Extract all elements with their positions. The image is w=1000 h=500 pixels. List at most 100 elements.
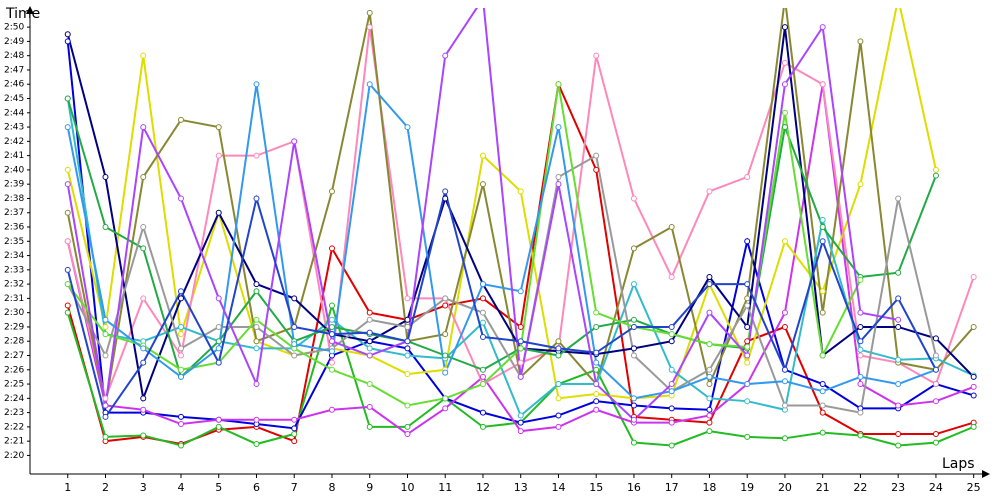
point <box>140 395 147 402</box>
point <box>215 338 222 345</box>
point <box>895 381 902 388</box>
point <box>404 323 411 330</box>
point <box>140 224 147 231</box>
point <box>64 209 71 216</box>
point <box>291 438 298 445</box>
point <box>253 338 260 345</box>
x-tick-label: 23 <box>891 481 905 494</box>
x-tick-label: 4 <box>177 481 184 494</box>
point <box>140 52 147 59</box>
point <box>404 295 411 302</box>
point <box>479 373 486 380</box>
point <box>253 288 260 295</box>
point <box>64 31 71 38</box>
point <box>102 331 109 338</box>
point <box>593 323 600 330</box>
point <box>177 366 184 373</box>
point <box>64 302 71 309</box>
point <box>366 316 373 323</box>
y-tick-label: 2:44 <box>4 108 24 118</box>
point <box>895 195 902 202</box>
point <box>215 209 222 216</box>
y-tick-label: 2:38 <box>4 194 24 204</box>
point <box>177 352 184 359</box>
y-tick-label: 2:23 <box>4 408 24 418</box>
point <box>555 181 562 188</box>
point <box>366 81 373 88</box>
y-tick-label: 2:29 <box>4 322 24 332</box>
point <box>857 338 864 345</box>
point <box>253 281 260 288</box>
point <box>668 388 675 395</box>
point <box>668 405 675 412</box>
point <box>857 38 864 45</box>
point <box>706 273 713 280</box>
point <box>404 402 411 409</box>
x-tick-label: 2 <box>102 481 109 494</box>
point <box>630 323 637 330</box>
point <box>630 352 637 359</box>
point <box>328 331 335 338</box>
point <box>177 323 184 330</box>
point <box>630 345 637 352</box>
point <box>177 345 184 352</box>
point <box>404 345 411 352</box>
point <box>177 116 184 123</box>
point <box>744 295 751 302</box>
point <box>480 0 485 1</box>
point <box>253 381 260 388</box>
x-tick-label: 10 <box>400 481 414 494</box>
point <box>366 338 373 345</box>
point <box>404 338 411 345</box>
y-tick-label: 2:34 <box>4 251 24 261</box>
y-tick-label: 2:25 <box>4 380 24 390</box>
point <box>442 369 449 376</box>
point <box>555 338 562 345</box>
point <box>215 423 222 430</box>
point <box>102 413 109 420</box>
point <box>706 395 713 402</box>
point <box>744 281 751 288</box>
point <box>593 152 600 159</box>
y-tick-label: 2:48 <box>4 51 24 61</box>
point <box>781 24 788 31</box>
point <box>781 435 788 442</box>
point <box>706 419 713 426</box>
y-tick-label: 2:37 <box>4 208 24 218</box>
point <box>404 423 411 430</box>
point <box>970 392 977 399</box>
point <box>555 423 562 430</box>
point <box>819 402 826 409</box>
point <box>366 329 373 336</box>
y-tick-label: 2:49 <box>4 37 24 47</box>
point <box>215 295 222 302</box>
y-tick-label: 2:45 <box>4 94 24 104</box>
point <box>744 238 751 245</box>
point <box>517 188 524 195</box>
point <box>404 352 411 359</box>
point <box>442 331 449 338</box>
point <box>328 323 335 330</box>
point <box>479 409 486 416</box>
point <box>404 124 411 131</box>
point <box>366 309 373 316</box>
point <box>781 309 788 316</box>
point <box>291 341 298 348</box>
point <box>706 406 713 413</box>
point <box>517 345 524 352</box>
y-arrow <box>26 6 34 14</box>
point <box>819 388 826 395</box>
point <box>140 345 147 352</box>
point <box>328 245 335 252</box>
x-tick-label: 21 <box>816 481 830 494</box>
point <box>555 352 562 359</box>
point <box>366 9 373 16</box>
point <box>253 316 260 323</box>
point <box>555 174 562 181</box>
point <box>819 352 826 359</box>
point <box>442 195 449 202</box>
point <box>781 323 788 330</box>
point <box>668 224 675 231</box>
y-axis-label: Time <box>5 6 40 22</box>
point <box>706 428 713 435</box>
